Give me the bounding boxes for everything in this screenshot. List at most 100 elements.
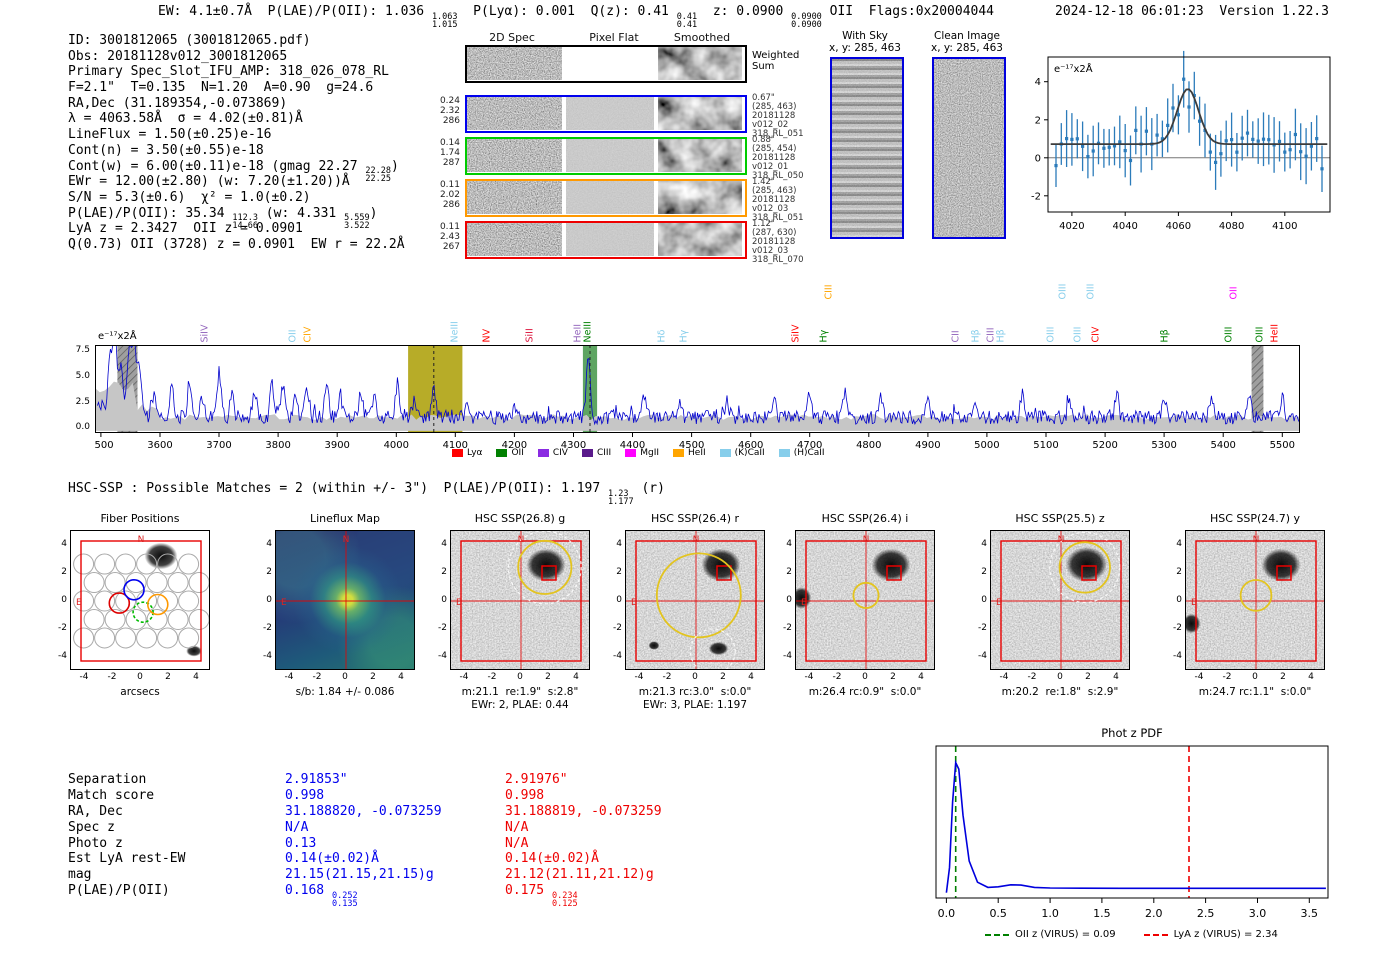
spec2d-row-left-label: 0.14 1.74 287 — [439, 138, 460, 169]
info-line: LineFlux = 1.50(±0.25)e-16 — [68, 127, 272, 143]
cutout-xtick: -2 — [312, 672, 322, 682]
emission-line-label: SiIV — [199, 324, 211, 343]
spectrum-unit-label: e⁻¹⁷x2Å — [98, 331, 137, 342]
info-line: S/N = 5.3(±0.6) χ² = 1.0(±0.2) — [68, 189, 311, 205]
cutout-xtick: 2 — [370, 672, 376, 682]
cutout-title: HSC SSP(26.4) i — [821, 512, 909, 525]
match-table-value: 0.998 — [505, 787, 545, 803]
svg-text:4000: 4000 — [384, 440, 409, 451]
match-table-value: 31.188820, -0.073259 — [285, 803, 442, 819]
galaxy-blob — [796, 584, 815, 613]
svg-text:4400: 4400 — [620, 440, 645, 451]
svg-text:5200: 5200 — [1092, 440, 1117, 451]
cutout-xtick: 4 — [398, 672, 404, 682]
svg-text:N: N — [138, 535, 145, 545]
match-table-label: Spec z — [68, 819, 115, 835]
cutout-ytick: 4 — [266, 539, 272, 549]
spec2d-row-right-label: 1.42" (285, 463) 20181128 v012_03 318_RL… — [752, 177, 804, 223]
legend-swatch — [537, 449, 549, 457]
legend-swatch — [673, 449, 685, 457]
svg-text:4020: 4020 — [1059, 221, 1084, 232]
cutout-xtick: -2 — [832, 672, 842, 682]
cutout-ytick: 4 — [981, 539, 987, 549]
cutout-caption: m:21.1 re:1.9" s:2.8" — [461, 686, 579, 698]
cutout-xtick: 0 — [1057, 672, 1063, 682]
cutout-ytick: 2 — [616, 567, 622, 577]
svg-text:2.0: 2.0 — [1145, 907, 1163, 920]
svg-text:3700: 3700 — [206, 440, 231, 451]
photz-title: Phot z PDF — [1101, 726, 1163, 740]
cutout-caption: EWr: 2, PLAE: 0.44 — [471, 699, 569, 711]
spec2d-row-left-label: 0.24 2.32 286 — [439, 96, 460, 127]
cutout-xtick: -4 — [634, 672, 644, 682]
cutout-ytick: 2 — [786, 567, 792, 577]
info-line: Q(0.73) OII (3728) z = 0.0901 EW r = 22.… — [68, 236, 405, 252]
info-line: F=2.1" T=0.135 N=1.20 A=0.90 g=24.6 — [68, 80, 374, 96]
cutout-caption: m:21.3 rc:3.0" s:0.0" — [638, 686, 752, 698]
svg-text:3500: 3500 — [95, 440, 114, 451]
cutout-xtick: -4 — [459, 672, 469, 682]
match-table-value: 2.91853" — [285, 772, 348, 787]
emission-line-label: OII — [287, 329, 299, 343]
galaxy-blob — [1186, 610, 1203, 636]
clean-image — [932, 57, 1006, 239]
cutout-ytick: 0 — [266, 595, 272, 605]
full-spectrum-svg: 3500 3600 3700 3800 3900 4000 4100 4200 4300 4400… — [88, 345, 1300, 451]
svg-text:4800: 4800 — [856, 440, 881, 451]
cutout-xtick: 2 — [1085, 672, 1091, 682]
svg-text:E: E — [996, 598, 1002, 608]
photz-legend-item: OII z (VIRUS) = 0.09 — [985, 929, 1116, 940]
cutout-ytick: 0 — [441, 595, 447, 605]
cutout-ytick: 2 — [1176, 567, 1182, 577]
svg-text:N: N — [518, 535, 525, 545]
cutout-xtick: -4 — [804, 672, 814, 682]
line-fit-svg: 4020 4040 4060 4080 4100 4 2 0 -2 e⁻¹⁷x2Å — [1031, 50, 1331, 232]
info-line: RA,Dec (31.189354,-0.073869) — [68, 95, 288, 111]
emission-line-label: OIII — [1057, 283, 1069, 300]
cutout-title: HSC SSP(26.8) g — [474, 512, 566, 525]
svg-text:E: E — [1191, 598, 1197, 608]
spec2d-cell — [658, 47, 742, 81]
match-table-value: 0.998 — [285, 787, 325, 803]
legend-item: MgII — [625, 448, 659, 458]
svg-text:0: 0 — [1035, 153, 1041, 164]
emission-line-label: CIII — [823, 284, 835, 300]
cutout-caption: s/b: 1.84 +/- 0.086 — [295, 686, 395, 698]
legend-swatch — [581, 449, 593, 457]
spec2d-row-right-label: 0.67" (285, 463) 20181128 v012_02 318_RL… — [752, 93, 804, 139]
spectrum-ytick: 2.5 — [75, 397, 90, 407]
spec2d-col-header: 2D Spec — [489, 31, 535, 44]
cutout-xtick: -2 — [487, 672, 497, 682]
svg-text:N: N — [1058, 535, 1065, 545]
spec2d-row-right-label: 1.12" (287, 630) 20181128 v012_03 318_RL… — [752, 219, 804, 265]
legend-swatch — [452, 449, 463, 457]
photz-svg: 0.0 0.5 1.0 1.5 2.0 2.5 3.0 3.5 — [935, 745, 1329, 920]
cutout-ytick: -4 — [263, 651, 272, 661]
cutout-xtick: -4 — [79, 672, 89, 682]
match-table-value: N/A — [505, 819, 529, 835]
match-table-label: Photo z — [68, 835, 123, 851]
svg-text:N: N — [693, 535, 700, 545]
svg-text:4060: 4060 — [1166, 221, 1191, 232]
cutout-xtick: 4 — [193, 672, 199, 682]
cutout-caption: m:26.4 rc:0.9" s:0.0" — [808, 686, 922, 698]
photz-pdf-plot: 0.0 0.5 1.0 1.5 2.0 2.5 3.0 3.5 — [930, 740, 1340, 929]
cutout-xtick: 2 — [1280, 672, 1286, 682]
svg-text:4900: 4900 — [915, 440, 940, 451]
cutout-xtick: 0 — [1252, 672, 1258, 682]
cutout-xtick: 0 — [517, 672, 523, 682]
match-table-value: 31.188819, -0.073259 — [505, 803, 662, 819]
cutout-ytick: 2 — [61, 567, 67, 577]
svg-text:4500: 4500 — [679, 440, 704, 451]
spec2d-row — [465, 179, 747, 217]
info-line: P(LAE)/P(OII): 35.34 112.3 14.66 (w: 4.33… — [68, 205, 378, 232]
match-table-value: 21.12(21.11,21.12)g — [505, 867, 654, 883]
match-table-col1: 2.91853" 0.998 31.188820, -0.073259 N/A 0.13… — [285, 772, 442, 908]
match-table-label: Est LyA rest-EW — [68, 851, 186, 867]
svg-text:5400: 5400 — [1210, 440, 1235, 451]
detection-info-block: ID: 3001812065 (3001812065.pdf) Obs: 2018… — [68, 33, 405, 253]
